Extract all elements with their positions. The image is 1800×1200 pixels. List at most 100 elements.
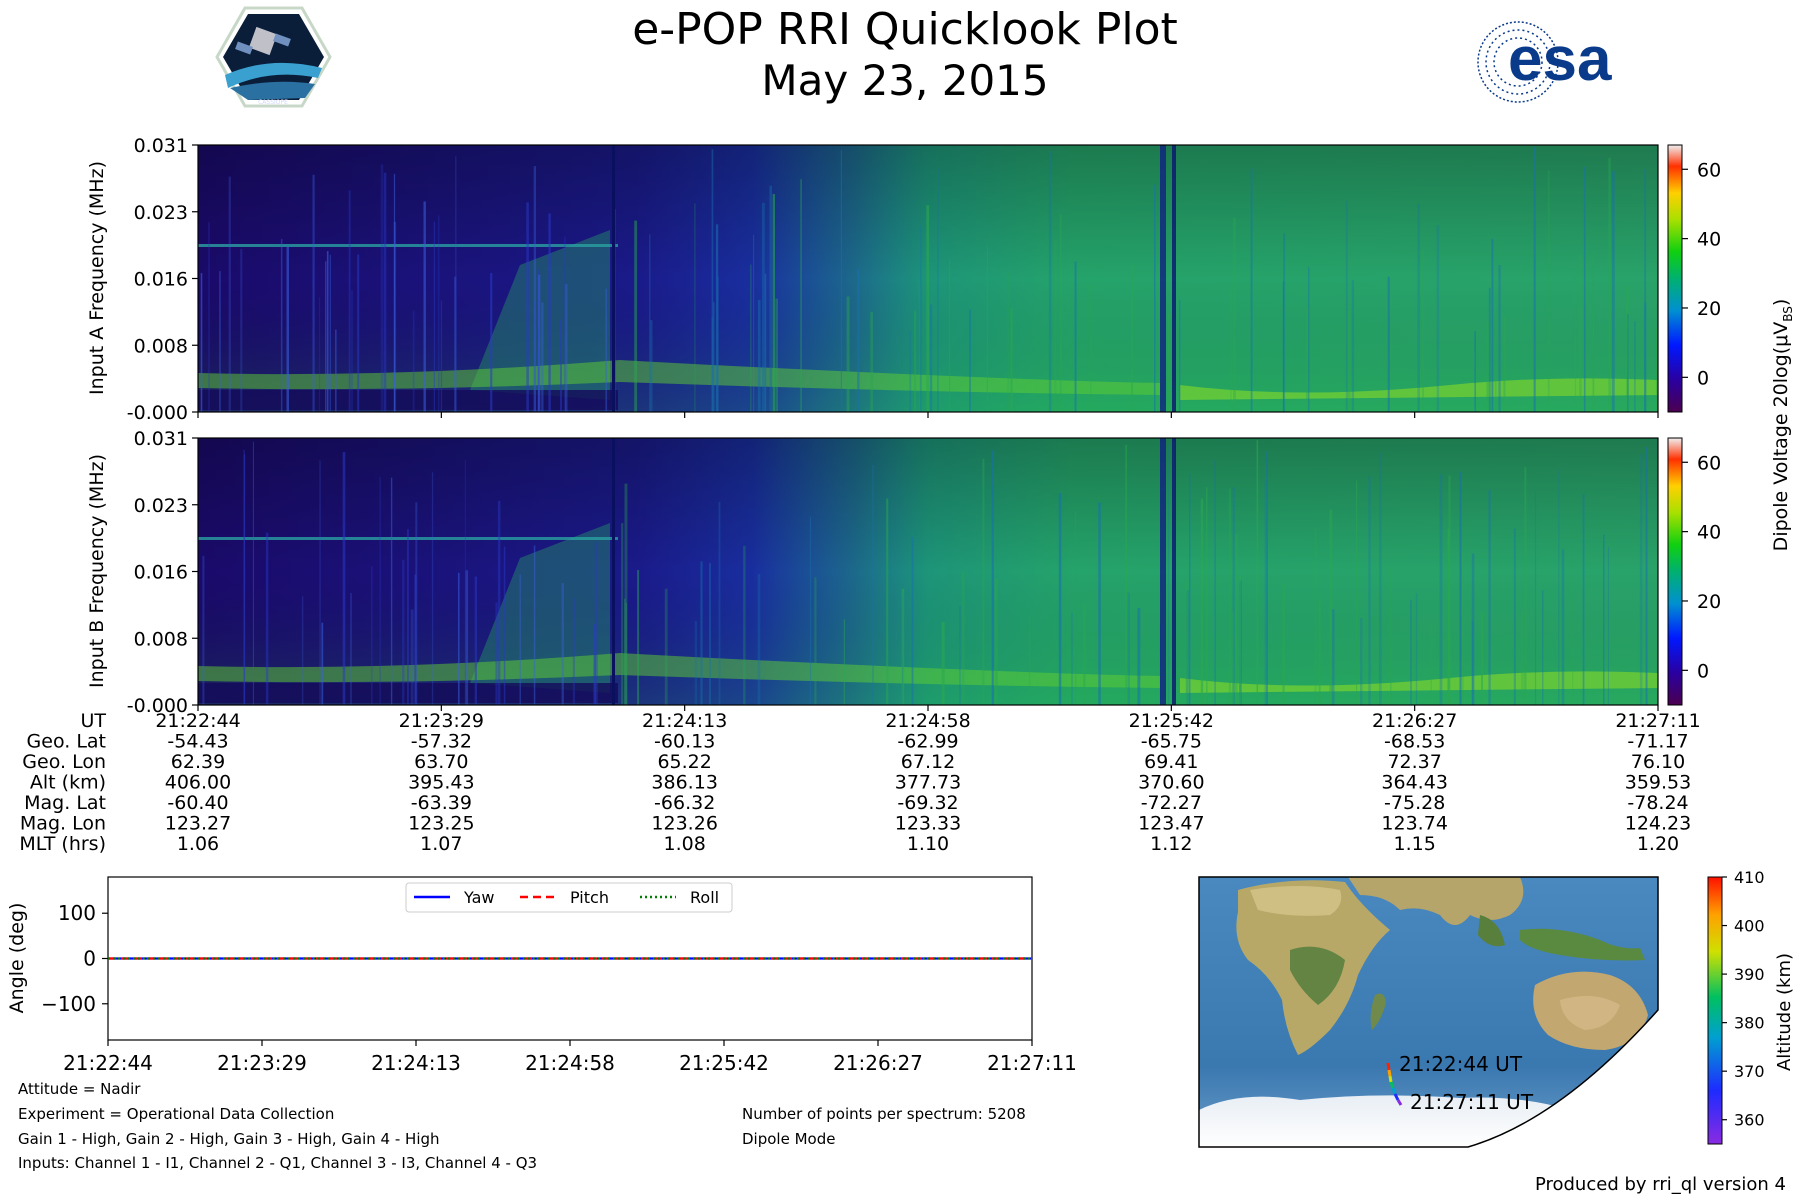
spectrogram-streak (994, 578, 998, 705)
spectrogram-streak (319, 297, 321, 412)
ephemeris-cell: 124.23 (1625, 813, 1691, 835)
spectrogram-streak (1607, 547, 1609, 705)
spectrogram-streak (961, 571, 965, 705)
spectrogram-streak (649, 234, 651, 412)
ephemeris-cell: 406.00 (165, 772, 231, 794)
spectrogram-streak (537, 270, 540, 412)
spectrogram-streak (750, 264, 752, 412)
spectrogram-streak (757, 574, 761, 705)
altitude-colorbar (1707, 876, 1723, 1145)
spectrogram-streak (495, 602, 498, 705)
spectrogram-streak (1639, 453, 1643, 705)
spectrogram-streak (1645, 447, 1648, 705)
attitude-xaxis: 21:22:44 21:23:29 21:24:13 21:24:58 21:25:42… (63, 1040, 1077, 1075)
spectrogram-streak (712, 302, 715, 412)
spectrogram-streak (228, 176, 231, 412)
spectrogram-streak (1282, 584, 1285, 705)
spectrogram-a-ytick-label: 0.031 (134, 135, 188, 157)
info-points: Number of points per spectrum: 5208 (742, 1105, 1026, 1123)
spectrogram-streak (1318, 599, 1321, 705)
ephemeris-cell: 359.53 (1625, 772, 1691, 794)
spectrogram-streak (1634, 321, 1636, 412)
spectrogram-streak (1266, 451, 1268, 705)
ephemeris-cell: 1.06 (177, 833, 219, 855)
altitude-colorbar-tick-label: 360 (1734, 1111, 1765, 1130)
ephemeris-cell: 21:26:27 (1372, 710, 1457, 732)
spectrogram-streak (624, 598, 626, 705)
ephemeris-cell: 386.13 (651, 772, 717, 794)
spectrogram-streak (753, 234, 755, 412)
dipole-colorbar-b (1667, 437, 1683, 706)
spectrogram-streak (286, 246, 289, 412)
spectrogram-streak (474, 576, 477, 705)
spectrogram-streak (202, 555, 205, 705)
dipole-colorbar-a-tick-label: 40 (1697, 229, 1721, 251)
dipole-colorbar-b-ticks: 0 20 40 60 (1682, 452, 1721, 682)
dipole-colorbar-b-tick-label: 0 (1697, 660, 1709, 682)
ephemeris-cell: 76.10 (1631, 751, 1685, 773)
spectrogram-streak (809, 516, 812, 705)
spectrogram-streak (1189, 474, 1191, 705)
spectrogram-streak (265, 532, 269, 705)
ephemeris-cell: 21:22:44 (155, 710, 240, 732)
ephemeris-cell: -62.99 (897, 731, 958, 753)
ephemeris-cell: 21:24:58 (885, 710, 970, 732)
spectrogram-streak (1153, 328, 1155, 412)
dipole-colorbar-label-close: ) (1770, 299, 1792, 306)
legend-label-pitch: Pitch (570, 888, 609, 907)
spectrogram-streak (1167, 443, 1170, 705)
spectrogram-streak (1430, 621, 1432, 705)
spectrogram-streak (1611, 171, 1615, 412)
spectrogram-streak (911, 537, 914, 705)
orbit-end-label: 21:27:11 UT (1410, 1090, 1534, 1114)
spectrogram-streak (1131, 264, 1133, 412)
spectrogram-streak (872, 465, 874, 705)
spectrogram-streak (1644, 168, 1647, 412)
spectrogram-streak (982, 458, 985, 705)
altitude-colorbar-tick-label: 390 (1734, 965, 1765, 984)
spectrogram-streak (325, 261, 327, 412)
spectrogram-streak (1524, 467, 1527, 705)
spectrogram-streak (919, 279, 921, 412)
spectrogram-streak (301, 596, 304, 705)
attitude-xtick-label: 21:24:58 (525, 1051, 615, 1075)
produced-by: Produced by rri_ql version 4 (1535, 1174, 1786, 1195)
spectrogram-streak (1547, 170, 1550, 412)
spectrogram-streak (764, 273, 767, 412)
spectrogram-streak (1329, 509, 1333, 705)
spectrogram-streak (371, 566, 373, 705)
dipole-colorbar-a-tick-label: 0 (1697, 367, 1709, 389)
spectrogram-streak (1542, 590, 1544, 705)
info-inputs: Inputs: Channel 1 - I1, Channel 2 - Q1, … (18, 1154, 537, 1172)
spectrogram-streak (1655, 327, 1657, 412)
spectrogram-streak (252, 441, 254, 705)
spectrogram-streak (1234, 534, 1238, 705)
spectrogram-streak (1558, 469, 1560, 705)
spectrogram-streak (991, 450, 994, 705)
spectrogram-streak (1090, 284, 1092, 412)
spectrogram-streak (321, 622, 324, 705)
ephemeris-cell: 370.60 (1138, 772, 1204, 794)
spectrogram-xticks (197, 412, 1659, 711)
ephemeris-cell: -57.32 (411, 731, 472, 753)
spectrogram-streak (537, 274, 541, 412)
ephemeris-cell: 62.39 (171, 751, 225, 773)
altitude-colorbar-tick-label: 400 (1734, 917, 1765, 936)
esa-logo: esa (1477, 21, 1612, 103)
spectrogram-streak (926, 205, 930, 412)
spectrogram-b-ytick-label: 0.031 (134, 428, 188, 450)
spectrogram-streak (351, 290, 353, 412)
spectrogram-streak (1010, 308, 1013, 412)
spectrogram-streak (1256, 440, 1259, 705)
ephemeris-cell: 1.08 (664, 833, 706, 855)
spectrogram-streak (357, 254, 360, 412)
spectrogram-streak (711, 317, 714, 412)
spectrogram-streak (1488, 287, 1491, 412)
spectrogram-streak (533, 166, 536, 412)
spectrogram-b-yaxis: -0.000 0.008 0.016 0.023 0.031 (127, 428, 198, 717)
spectrogram-streak (454, 276, 457, 412)
spectrogram-streak (1007, 271, 1009, 412)
spectrogram-streak (519, 574, 521, 705)
spectrogram-streak (1521, 612, 1524, 705)
